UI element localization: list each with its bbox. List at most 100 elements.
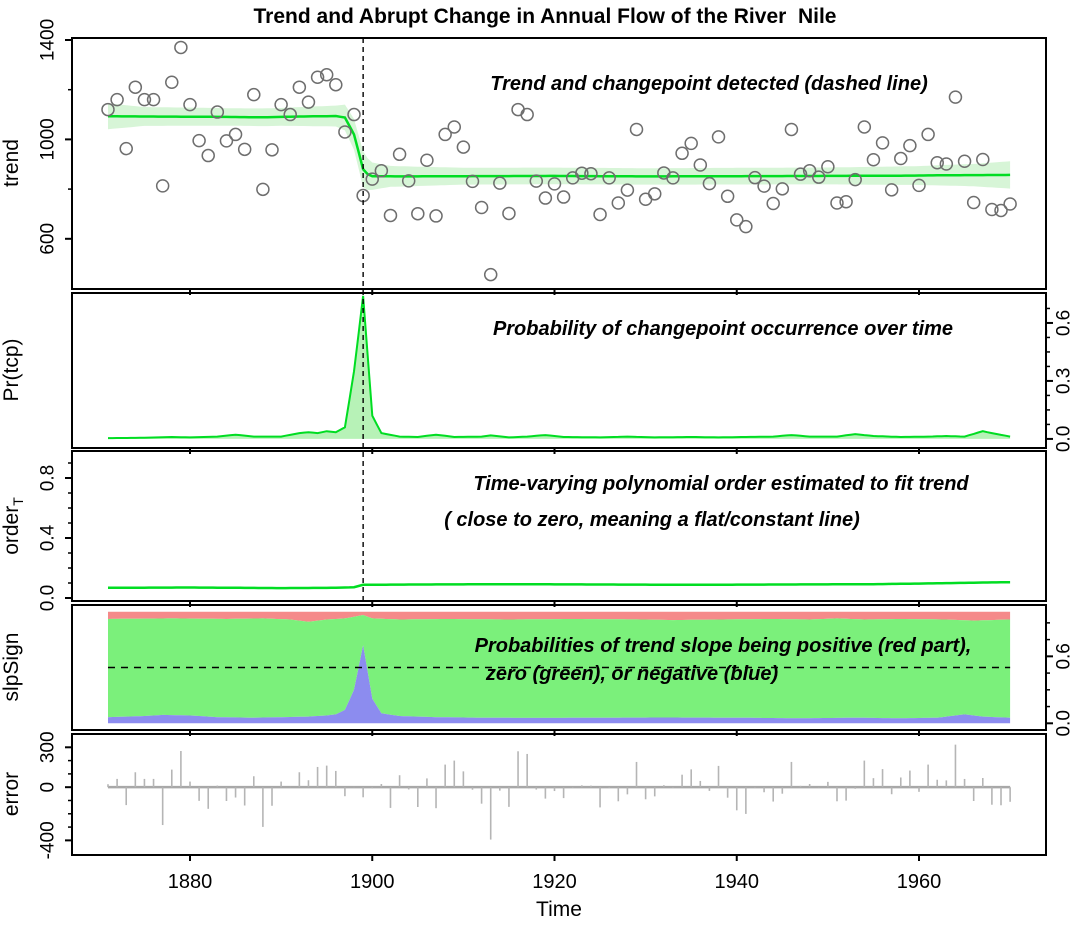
data-point (839, 195, 853, 209)
data-point (274, 97, 288, 112)
data-point (857, 120, 872, 134)
ytick-label: 0.8 (38, 465, 59, 491)
data-point (1003, 197, 1017, 211)
data-point (383, 208, 398, 223)
data-point (702, 176, 717, 191)
data-point (629, 122, 644, 137)
ytick-label: 0.6 (1054, 310, 1075, 336)
data-point (438, 127, 452, 142)
data-point (739, 219, 753, 234)
data-point (939, 157, 954, 171)
data-point (966, 195, 981, 210)
data-point (265, 143, 279, 157)
data-point (903, 138, 917, 153)
ytick-label: 600 (38, 223, 59, 255)
data-point (301, 95, 316, 109)
data-point (720, 189, 735, 204)
data-point (192, 133, 206, 148)
xtick-label: 1940 (715, 871, 760, 893)
x-axis-title: Time (536, 898, 582, 921)
data-point (912, 178, 926, 193)
data-point (812, 170, 826, 184)
data-point (411, 206, 425, 221)
data-point (821, 159, 835, 174)
data-point (866, 153, 881, 167)
data-point (766, 196, 780, 211)
data-point (611, 196, 626, 210)
data-point (784, 122, 799, 137)
panel-order-series: 0.0 0.4 0.8 (38, 462, 1011, 611)
annotation-prtcp: Probability of changepoint occurrence ov… (493, 318, 953, 340)
data-point (474, 200, 489, 215)
data-point (884, 183, 899, 197)
data-point (483, 267, 498, 282)
panel-trend: 600 1000 1400 trend Trend and changepoint … (0, 19, 1047, 295)
data-point (529, 174, 544, 188)
data-point (638, 192, 653, 207)
data-point (447, 120, 462, 134)
slpsign-zero-area (108, 615, 1011, 719)
data-point (128, 80, 143, 94)
data-point (602, 171, 616, 185)
annotation-order-line2: ( close to zero, meaning a flat/constant… (444, 509, 860, 531)
panel-trend-frame (71, 37, 1047, 290)
prtcp-line (108, 295, 1011, 440)
panel-slpsign: 0.0 0.6 slpSign Probabilities of trend sl… (0, 604, 1075, 737)
data-point (101, 102, 115, 117)
panel-error-frame (71, 733, 1047, 856)
data-point (155, 179, 170, 193)
data-point (429, 209, 443, 223)
ytick-label: 300 (38, 731, 59, 763)
data-point (465, 174, 480, 189)
data-point (219, 134, 234, 148)
panel-slpsign-frame (71, 604, 1047, 731)
data-point (511, 102, 525, 117)
data-point (921, 127, 935, 142)
annotation-order-line1: Time-varying polynomial order estimated … (473, 473, 969, 495)
data-point (146, 92, 161, 107)
y-axis-label-order: orderT (0, 497, 26, 555)
ytick-label: 0.3 (1054, 368, 1075, 394)
xtick-label: 1920 (532, 871, 577, 893)
data-point (319, 68, 334, 82)
data-point (675, 146, 689, 161)
data-point (575, 166, 589, 180)
ytick-label: -400 (38, 821, 59, 859)
data-point (647, 187, 662, 201)
data-point (292, 80, 307, 94)
data-point (985, 202, 999, 217)
data-point (392, 147, 407, 162)
data-point (556, 190, 571, 204)
data-point (183, 97, 197, 112)
panel-order: 0.0 0.4 0.8 orderT Time-varying polynomial… (0, 450, 1047, 611)
order-line (108, 581, 1011, 590)
data-point (237, 142, 252, 157)
data-point (666, 171, 680, 185)
data-point (137, 92, 152, 107)
panel-prtcp-series: 0.0 0.3 0.6 (108, 295, 1075, 454)
data-point (374, 163, 389, 178)
ytick-label: 0 (38, 782, 59, 793)
data-point (338, 125, 352, 139)
data-point (620, 183, 635, 197)
panel-trend-series: 600 1000 1400 (38, 19, 1017, 295)
data-point (875, 136, 890, 150)
data-point (520, 107, 534, 122)
ytick-label: 1400 (38, 19, 59, 61)
ytick-label: 0.6 (1054, 643, 1075, 669)
data-point (201, 148, 215, 163)
data-point (547, 177, 562, 191)
annotation-slpsign-line2: zero (green), or negative (blue) (485, 663, 779, 685)
data-point (775, 182, 790, 196)
data-point (802, 163, 817, 178)
data-point (748, 170, 762, 185)
data-point (493, 176, 507, 190)
data-point (584, 166, 598, 181)
panel-prtcp-frame (71, 292, 1047, 449)
data-point (693, 158, 708, 172)
y-axis-label-prtcp: Pr(tcp) (0, 339, 23, 402)
data-point (283, 107, 297, 122)
y-axis-label-slpsign: slpSign (0, 633, 23, 702)
trend-ci-band (108, 103, 1011, 190)
